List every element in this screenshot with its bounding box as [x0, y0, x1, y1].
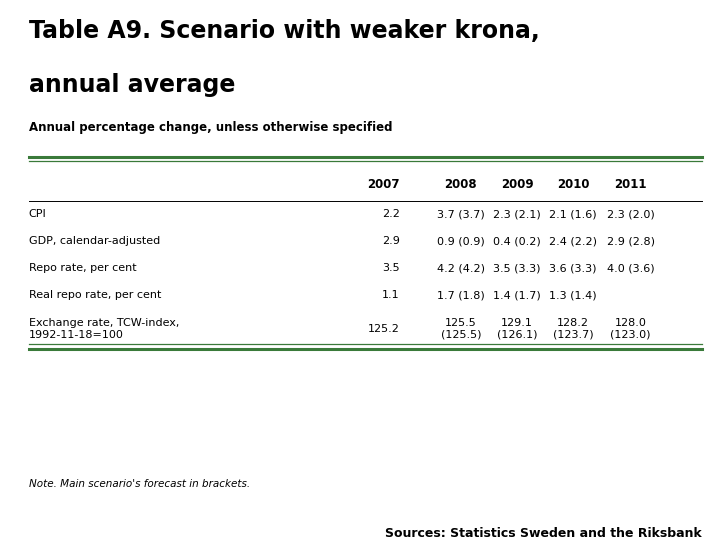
Text: 2009: 2009: [500, 178, 534, 191]
Text: annual average: annual average: [29, 73, 235, 97]
Text: 2.9 (2.8): 2.9 (2.8): [607, 237, 654, 246]
Text: SVERIGES
RIKSBANK: SVERIGES RIKSBANK: [637, 75, 677, 88]
Text: Note. Main scenario's forecast in brackets.: Note. Main scenario's forecast in bracke…: [29, 478, 250, 489]
Text: 1.3 (1.4): 1.3 (1.4): [549, 291, 597, 300]
Text: 4.0 (3.6): 4.0 (3.6): [607, 264, 654, 273]
Text: 128.2
(123.7): 128.2 (123.7): [553, 319, 593, 340]
Text: 2.9: 2.9: [382, 237, 400, 246]
Text: 125.5
(125.5): 125.5 (125.5): [441, 319, 481, 340]
Text: Annual percentage change, unless otherwise specified: Annual percentage change, unless otherwi…: [29, 122, 392, 134]
Text: Sources: Statistics Sweden and the Riksbank: Sources: Statistics Sweden and the Riksb…: [385, 527, 702, 540]
Text: Exchange rate, TCW-index,
1992-11-18=100: Exchange rate, TCW-index, 1992-11-18=100: [29, 319, 179, 340]
Text: 3.7 (3.7): 3.7 (3.7): [437, 210, 485, 219]
Text: GDP, calendar-adjusted: GDP, calendar-adjusted: [29, 237, 160, 246]
Text: 125.2: 125.2: [368, 324, 400, 334]
Text: 129.1
(126.1): 129.1 (126.1): [497, 319, 537, 340]
Text: 2010: 2010: [557, 178, 590, 191]
Text: 2.3 (2.0): 2.3 (2.0): [607, 210, 654, 219]
Text: 1.1: 1.1: [382, 291, 400, 300]
Text: 4.2 (4.2): 4.2 (4.2): [437, 264, 485, 273]
Text: 2008: 2008: [444, 178, 477, 191]
Text: 2.4 (2.2): 2.4 (2.2): [549, 237, 597, 246]
Text: 2.1 (1.6): 2.1 (1.6): [549, 210, 597, 219]
Text: 2.2: 2.2: [382, 210, 400, 219]
Text: 0.4 (0.2): 0.4 (0.2): [493, 237, 541, 246]
Text: 3.5 (3.3): 3.5 (3.3): [493, 264, 541, 273]
Text: Table A9. Scenario with weaker krona,: Table A9. Scenario with weaker krona,: [29, 19, 539, 43]
Text: Real repo rate, per cent: Real repo rate, per cent: [29, 291, 161, 300]
Text: 0.9 (0.9): 0.9 (0.9): [437, 237, 485, 246]
Text: 3.6 (3.3): 3.6 (3.3): [549, 264, 597, 273]
Text: Repo rate, per cent: Repo rate, per cent: [29, 264, 136, 273]
Text: 2.3 (2.1): 2.3 (2.1): [493, 210, 541, 219]
Text: CPI: CPI: [29, 210, 47, 219]
Text: 128.0
(123.0): 128.0 (123.0): [611, 319, 651, 340]
Text: 3.5: 3.5: [382, 264, 400, 273]
Text: 1.4 (1.7): 1.4 (1.7): [493, 291, 541, 300]
Text: 1.7 (1.8): 1.7 (1.8): [437, 291, 485, 300]
Text: 2011: 2011: [614, 178, 647, 191]
Text: 2007: 2007: [367, 178, 400, 191]
